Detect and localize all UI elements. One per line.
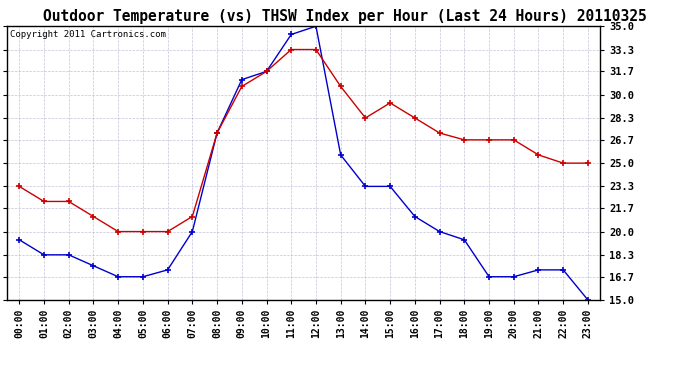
Text: Copyright 2011 Cartronics.com: Copyright 2011 Cartronics.com	[10, 30, 166, 39]
Text: Outdoor Temperature (vs) THSW Index per Hour (Last 24 Hours) 20110325: Outdoor Temperature (vs) THSW Index per …	[43, 9, 647, 24]
